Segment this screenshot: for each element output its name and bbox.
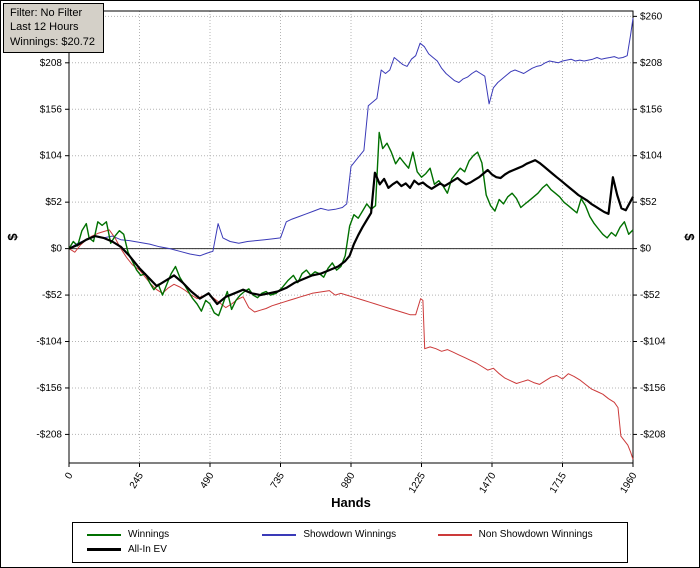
y-axis-title-right: $ [682,233,697,241]
y-tick-label-right: -$156 [640,383,666,394]
y-tick-label-left: -$156 [36,383,62,394]
legend-item-all-in-ev: All-In EV [87,544,167,555]
y-tick-label-left: $52 [45,197,62,208]
x-tick-label: 980 [339,470,357,490]
legend-item-showdown-winnings: Showdown Winnings [262,529,437,540]
y-tick-label-left: $156 [40,104,63,115]
y-tick-label-right: $260 [640,11,663,22]
tooltip-winnings-line: Winnings: $20.72 [10,35,95,48]
y-tick-label-left: -$52 [42,290,62,301]
x-tick-label: 1715 [548,470,569,495]
showdown-winnings-line-swatch [262,533,297,536]
y-tick-label-right: -$208 [640,429,666,440]
series-line-showdown-winnings [68,18,634,257]
y-tick-label-right: -$52 [640,290,660,301]
all-in-ev-line-swatch [87,548,121,551]
legend-item-non-showdown-winnings: Non Showdown Winnings [437,529,613,540]
x-tick-label: 0 [63,470,76,481]
y-axis-title-left: $ [5,233,20,241]
x-tick-label: 1470 [477,470,498,495]
y-tick-label-left: -$104 [36,337,62,348]
legend-item-winnings: Winnings [87,529,262,540]
y-tick-label-left: $104 [40,151,63,162]
tooltip-range-line: Last 12 Hours [10,21,79,34]
tooltip-filter-line: Filter: No Filter [10,7,83,19]
winnings-chart: -$208 -$208 -$156 -$156 -$104 -$104 -$52 -$52 $0… [5,10,697,510]
filter-tooltip: Filter: No Filter Last 12 Hours Winnings… [3,3,104,53]
y-tick-label-right: -$104 [640,337,666,348]
legend: Winnings Showdown Winnings Non Showdown … [72,522,628,563]
y-tick-label-right: $156 [640,104,663,115]
y-tick-label-left: $0 [51,244,63,255]
y-tick-label-right: $104 [640,151,663,162]
series-line-non-showdown-winnings [68,229,634,460]
x-tick-label: 245 [128,470,146,490]
series-line-all-in-ev [68,159,634,306]
legend-label-all-in-ev: All-In EV [128,544,167,555]
y-tick-label-right: $52 [640,197,657,208]
non-showdown-winnings-line-swatch [437,533,472,536]
winnings-line-swatch [87,533,121,536]
y-tick-label-left: -$208 [36,429,62,440]
legend-label-showdown-winnings: Showdown Winnings [303,529,397,540]
y-tick-label-right: $0 [640,244,652,255]
legend-row-2: All-In EV [87,542,613,557]
legend-row-1: Winnings Showdown Winnings Non Showdown … [87,527,613,542]
x-tick-label: 1225 [407,470,428,495]
x-tick-label: 490 [198,470,216,490]
x-tick-label: 735 [269,470,287,490]
x-axis-title: Hands [331,495,371,510]
y-tick-label-left: $208 [40,58,63,69]
y-tick-label-right: $208 [640,58,663,69]
legend-label-non-showdown-winnings: Non Showdown Winnings [478,529,593,540]
x-tick-label: 1960 [618,470,639,495]
series-line-winnings [68,131,634,317]
legend-label-winnings: Winnings [128,529,170,540]
